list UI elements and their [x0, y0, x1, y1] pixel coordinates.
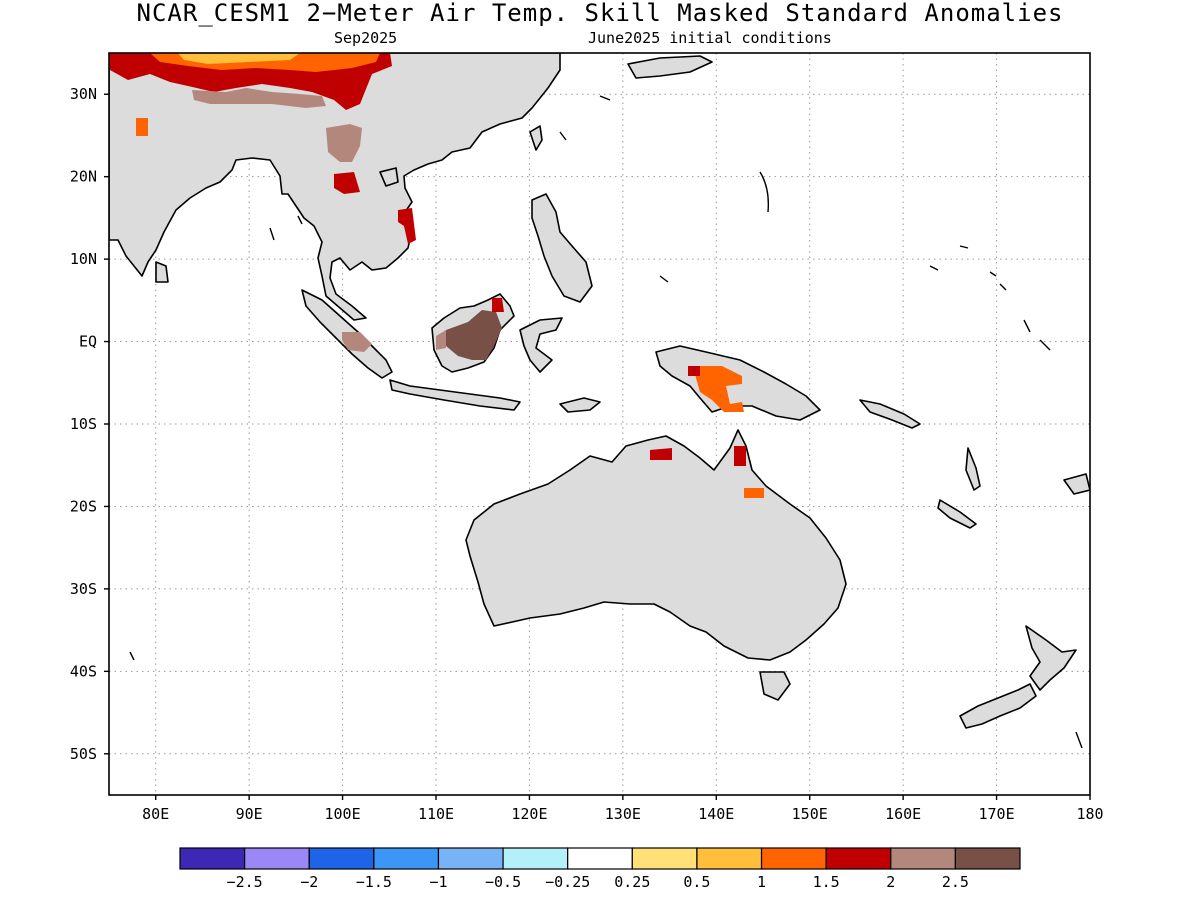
- longitude-axis: 80E 90E 100E 110E 120E 130E 140E 150E 160E 170E 18…: [142, 795, 1104, 823]
- anomaly-australia-red2: [734, 446, 746, 466]
- tasmania: [759, 671, 791, 701]
- colorbar-swatch: [825, 847, 892, 870]
- lat-tick-label: 10N: [70, 250, 97, 268]
- colorbar-label: 2.5: [942, 873, 969, 891]
- lat-tick-label: 50S: [70, 745, 97, 763]
- colorbar-label: 0.5: [683, 873, 710, 891]
- colorbar-swatch: [308, 847, 375, 870]
- lon-tick-label: 130E: [605, 805, 641, 823]
- nz-north-island: [1025, 625, 1077, 691]
- colorbar-label: −1: [429, 873, 447, 891]
- colorbar-swatch: [179, 847, 246, 870]
- lon-tick-label: 140E: [698, 805, 734, 823]
- vanuatu: [965, 447, 981, 491]
- java: [389, 379, 521, 411]
- colorbar-swatch: [760, 847, 827, 870]
- philippines: [531, 193, 593, 303]
- minor-islands: [129, 95, 1083, 749]
- anomaly-india-orange: [136, 118, 148, 136]
- colorbar-swatch: [696, 847, 763, 870]
- lat-tick-label: 10S: [70, 415, 97, 433]
- colorbar-swatch: [890, 847, 956, 870]
- colorbar-swatch: [244, 847, 310, 870]
- colorbar-swatch: [954, 847, 1021, 870]
- colorbar-label: 2: [886, 873, 895, 891]
- australia: [465, 429, 847, 661]
- anomaly-sumatra-brown: [342, 332, 372, 352]
- colorbar-label: 1: [757, 873, 766, 891]
- anomaly-borneo-brown: [436, 330, 446, 350]
- anomaly-vietnam-red: [398, 208, 416, 244]
- map-layer: [109, 53, 1090, 795]
- anomaly-newguinea-orange: [694, 366, 744, 412]
- lat-tick-label: EQ: [79, 333, 97, 351]
- colorbar-swatch: [502, 847, 569, 870]
- timor: [559, 397, 601, 413]
- hainan: [379, 167, 399, 187]
- new-caledonia: [937, 499, 977, 529]
- lon-tick-label: 160E: [885, 805, 921, 823]
- anomaly-tibet-amber: [178, 53, 300, 64]
- lat-tick-label: 20S: [70, 497, 97, 515]
- sulawesi: [519, 317, 563, 373]
- anomaly-laos-red: [334, 172, 360, 194]
- latitude-axis: 30N 20N 10N EQ 10S 20S 30S 40S 50S: [70, 85, 109, 763]
- initial-conditions: June2025 initial conditions: [588, 29, 832, 47]
- lon-tick-label: 110E: [418, 805, 454, 823]
- anomaly-borneo-dark: [446, 310, 502, 360]
- anomaly-himalaya-brown: [192, 88, 326, 108]
- sri-lanka: [155, 261, 169, 283]
- colorbar: −2.5 −2 −1.5 −1 −0.5 −0.25 0.25 0.5 1 1.5 2 2.5: [179, 847, 1021, 891]
- lat-tick-label: 30N: [70, 85, 97, 103]
- anomaly-capeyork-orange: [744, 488, 764, 498]
- colorbar-swatch: [373, 847, 440, 870]
- colorbar-swatch: [567, 847, 633, 870]
- anomaly-shading: [109, 53, 764, 498]
- anomaly-borneo-red: [492, 298, 504, 312]
- map-title: NCAR_CESM1 2−Meter Air Temp. Skill Maske…: [136, 0, 1064, 27]
- lat-tick-label: 30S: [70, 580, 97, 598]
- colorbar-label: −2: [300, 873, 318, 891]
- taiwan: [529, 125, 543, 151]
- fiji: [1063, 473, 1090, 495]
- colorbar-swatch: [437, 847, 504, 870]
- forecast-month: Sep2025: [334, 29, 398, 47]
- anomaly-australia-red1: [650, 448, 672, 460]
- lon-tick-label: 170E: [979, 805, 1015, 823]
- lat-tick-label: 20N: [70, 168, 97, 186]
- lon-tick-label: 80E: [142, 805, 169, 823]
- nz-south-island: [959, 683, 1037, 729]
- colorbar-label: −0.5: [485, 873, 521, 891]
- colorbar-label: −0.25: [545, 873, 590, 891]
- colorbar-label: 0.25: [614, 873, 650, 891]
- lon-tick-label: 150E: [792, 805, 828, 823]
- solomon-islands: [859, 399, 921, 429]
- anomaly-newguinea-red: [688, 366, 700, 376]
- lat-tick-label: 40S: [70, 662, 97, 680]
- anomaly-yunnan-brown: [326, 124, 362, 162]
- colorbar-label: −1.5: [356, 873, 392, 891]
- colorbar-label: 1.5: [813, 873, 840, 891]
- japan-kyushu: [627, 55, 713, 79]
- lon-tick-label: 180: [1076, 805, 1103, 823]
- colorbar-label: −2.5: [227, 873, 263, 891]
- lon-tick-label: 120E: [511, 805, 547, 823]
- landmasses: [109, 53, 1090, 729]
- colorbar-swatch: [631, 847, 698, 870]
- lon-tick-label: 90E: [236, 805, 263, 823]
- lon-tick-label: 100E: [325, 805, 361, 823]
- gridlines: [109, 53, 1090, 795]
